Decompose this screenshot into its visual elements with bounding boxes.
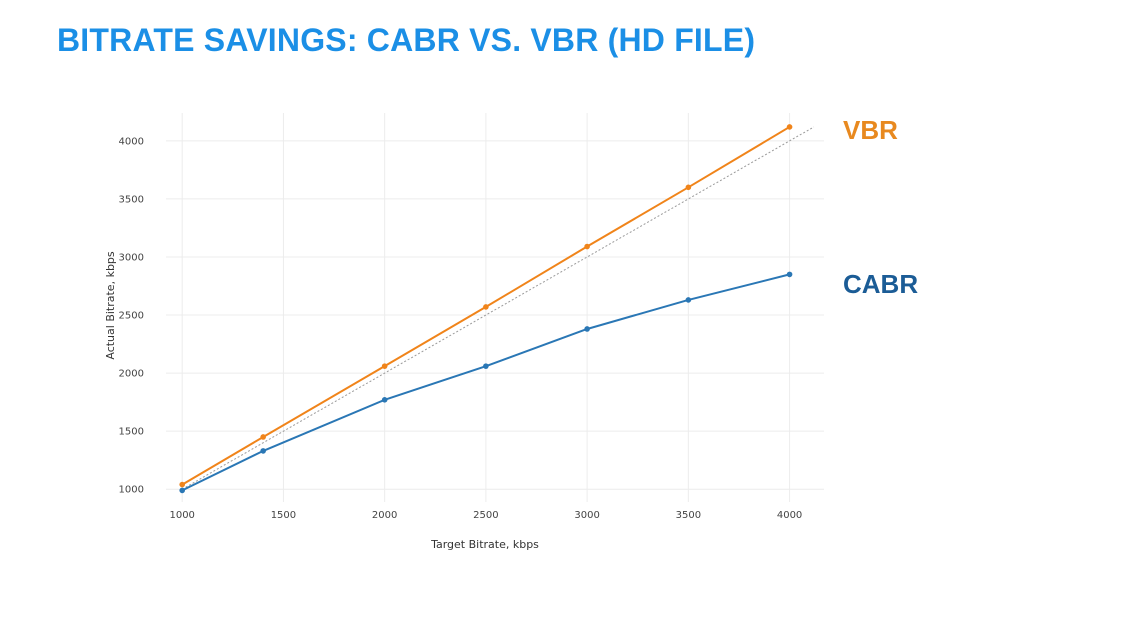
x-tick-label: 3500 <box>676 510 701 521</box>
reference-line <box>181 126 815 490</box>
slide-title: BITRATE SAVINGS: CABR VS. VBR (HD FILE) <box>57 22 756 58</box>
y-tick-label: 3000 <box>119 252 144 263</box>
cabr-data-point <box>685 297 692 303</box>
series-layer <box>179 124 793 494</box>
cabr-data-point <box>483 363 489 369</box>
y-tick-label: 2000 <box>119 369 144 380</box>
y-tick-label: 1500 <box>119 427 144 438</box>
cabr-data-point <box>786 271 793 278</box>
cabr-data-point <box>584 326 590 332</box>
y-tick-label: 2500 <box>119 311 144 322</box>
y-tick-label: 1000 <box>119 485 144 496</box>
x-axis-title: Target Bitrate, kbps <box>430 538 539 551</box>
vbr-data-point <box>179 481 185 488</box>
cabr-data-point <box>381 397 388 403</box>
x-axis-ticks: 1000 1500 2000 2500 3000 3500 4000 <box>169 510 802 521</box>
vbr-series-label: VBR <box>843 115 898 145</box>
x-tick-label: 4000 <box>777 510 802 521</box>
y-tick-label: 3500 <box>119 194 144 205</box>
vbr-data-point <box>381 363 388 369</box>
reference-line-layer <box>181 126 815 490</box>
x-tick-label: 1500 <box>271 510 296 521</box>
x-tick-label: 3000 <box>574 510 599 521</box>
cabr-data-point <box>260 448 266 454</box>
cabr-data-point <box>179 487 185 494</box>
vbr-data-point <box>584 243 590 250</box>
chart-grid <box>166 113 824 502</box>
y-axis-ticks: 1000 1500 2000 2500 3000 3500 4000 <box>119 136 144 495</box>
x-tick-label: 2000 <box>372 510 397 521</box>
vbr-data-point <box>260 434 266 440</box>
x-tick-label: 2500 <box>473 510 498 521</box>
y-tick-label: 4000 <box>119 136 144 147</box>
cabr-series-label: CABR <box>843 269 918 299</box>
y-axis-title: Actual Bitrate, kbps <box>104 251 117 360</box>
vbr-data-point <box>786 124 793 130</box>
vbr-data-point <box>685 184 692 191</box>
x-tick-label: 1000 <box>169 510 194 521</box>
vbr-data-point <box>483 304 489 310</box>
